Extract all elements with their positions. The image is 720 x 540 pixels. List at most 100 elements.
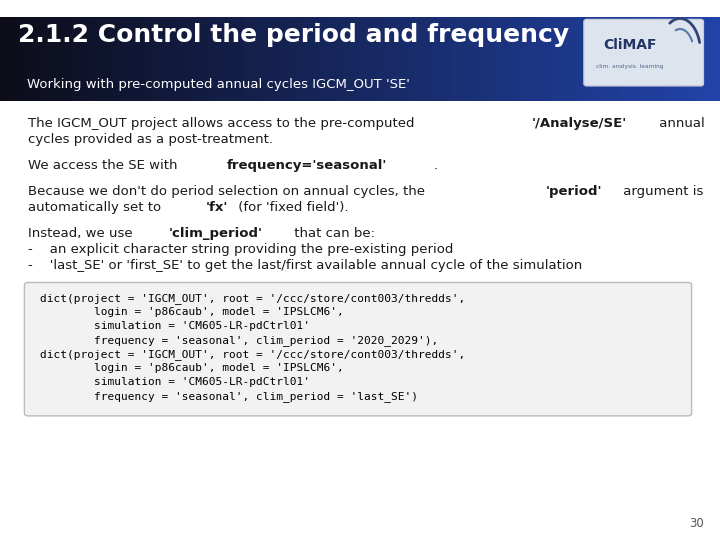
Bar — [378, 17, 389, 101]
Bar — [153, 17, 163, 101]
Bar — [567, 17, 577, 101]
Bar — [585, 17, 595, 101]
Bar — [162, 17, 173, 101]
Bar — [666, 17, 677, 101]
Bar — [45, 17, 55, 101]
Bar — [189, 17, 199, 101]
Bar — [261, 17, 271, 101]
Bar — [207, 17, 217, 101]
Text: simulation = 'CM605-LR-pdCtrl01': simulation = 'CM605-LR-pdCtrl01' — [40, 321, 310, 331]
Bar — [180, 17, 190, 101]
Bar — [495, 17, 505, 101]
Bar — [126, 17, 137, 101]
Text: argument is: argument is — [618, 185, 703, 198]
Text: login = 'p86caub', model = 'IPSLCM6',: login = 'p86caub', model = 'IPSLCM6', — [40, 307, 343, 317]
Bar — [324, 17, 334, 101]
Text: frequency = 'seasonal', clim_period = '2020_2029'),: frequency = 'seasonal', clim_period = '2… — [40, 335, 438, 346]
Bar — [81, 17, 91, 101]
Text: .: . — [433, 159, 438, 172]
Bar — [648, 17, 658, 101]
Bar — [369, 17, 379, 101]
Text: 'clim_period': 'clim_period' — [168, 227, 263, 240]
Text: dict(project = 'IGCM_OUT', root = '/ccc/store/cont003/thredds',: dict(project = 'IGCM_OUT', root = '/ccc/… — [40, 349, 465, 360]
Bar — [198, 17, 209, 101]
Bar — [225, 17, 235, 101]
Bar — [387, 17, 397, 101]
Text: frequency = 'seasonal', clim_period = 'last_SE'): frequency = 'seasonal', clim_period = 'l… — [40, 391, 418, 402]
Text: login = 'p86caub', model = 'IPSLCM6',: login = 'p86caub', model = 'IPSLCM6', — [40, 363, 343, 373]
Bar — [360, 17, 370, 101]
Bar — [297, 17, 307, 101]
Text: simulation = 'CM605-LR-pdCtrl01': simulation = 'CM605-LR-pdCtrl01' — [40, 377, 310, 387]
Bar — [288, 17, 299, 101]
Text: automatically set to: automatically set to — [28, 201, 166, 214]
Bar — [270, 17, 281, 101]
Bar — [702, 17, 712, 101]
Bar — [27, 17, 37, 101]
Bar — [9, 17, 19, 101]
Bar — [243, 17, 253, 101]
Bar — [72, 17, 82, 101]
Text: clim. analysis. learning: clim. analysis. learning — [596, 64, 664, 69]
Bar — [504, 17, 514, 101]
Text: 'fx': 'fx' — [205, 201, 228, 214]
Bar — [693, 17, 703, 101]
Bar — [459, 17, 469, 101]
Bar — [18, 17, 29, 101]
Text: Because we don't do period selection on annual cycles, the: Because we don't do period selection on … — [28, 185, 429, 198]
Bar — [342, 17, 353, 101]
Bar — [90, 17, 101, 101]
Bar — [468, 17, 478, 101]
Bar — [0, 0, 720, 17]
Bar — [117, 17, 127, 101]
Bar — [216, 17, 226, 101]
Bar — [450, 17, 461, 101]
Bar — [549, 17, 559, 101]
Text: cycles provided as a post-treatment.: cycles provided as a post-treatment. — [28, 133, 273, 146]
Bar — [558, 17, 569, 101]
Bar — [306, 17, 317, 101]
Bar — [684, 17, 694, 101]
Text: We access the SE with: We access the SE with — [28, 159, 181, 172]
Bar — [414, 17, 424, 101]
Bar — [108, 17, 119, 101]
Text: 2.1.2 Control the period and frequency: 2.1.2 Control the period and frequency — [18, 23, 569, 46]
Bar — [486, 17, 497, 101]
Text: -    an explicit character string providing the pre-existing period: - an explicit character string providing… — [28, 243, 454, 256]
Bar — [621, 17, 631, 101]
Bar — [612, 17, 622, 101]
Bar — [0, 17, 11, 101]
Bar — [135, 17, 145, 101]
Bar — [603, 17, 613, 101]
FancyBboxPatch shape — [24, 282, 692, 416]
Bar — [351, 17, 361, 101]
Bar — [36, 17, 46, 101]
Text: '/Analyse/SE': '/Analyse/SE' — [532, 117, 627, 130]
Bar — [396, 17, 407, 101]
Bar — [432, 17, 442, 101]
Bar — [594, 17, 604, 101]
Bar — [423, 17, 433, 101]
Bar — [630, 17, 641, 101]
Bar — [441, 17, 451, 101]
Bar — [315, 17, 325, 101]
Bar — [405, 17, 415, 101]
Text: CliMAF: CliMAF — [603, 38, 657, 52]
Text: 30: 30 — [690, 517, 704, 530]
Bar — [54, 17, 65, 101]
Text: dict(project = 'IGCM_OUT', root = '/ccc/store/cont003/thredds',: dict(project = 'IGCM_OUT', root = '/ccc/… — [40, 293, 465, 304]
Bar — [279, 17, 289, 101]
Bar — [99, 17, 109, 101]
Text: annual: annual — [655, 117, 705, 130]
Bar — [522, 17, 532, 101]
FancyBboxPatch shape — [584, 19, 703, 86]
Text: Working with pre-computed annual cycles IGCM_OUT 'SE': Working with pre-computed annual cycles … — [27, 78, 410, 91]
Bar — [531, 17, 541, 101]
Text: frequency='seasonal': frequency='seasonal' — [226, 159, 387, 172]
Bar — [333, 17, 343, 101]
Bar — [477, 17, 487, 101]
Bar — [675, 17, 685, 101]
Text: Instead, we use: Instead, we use — [28, 227, 137, 240]
Bar — [234, 17, 245, 101]
Bar — [144, 17, 154, 101]
